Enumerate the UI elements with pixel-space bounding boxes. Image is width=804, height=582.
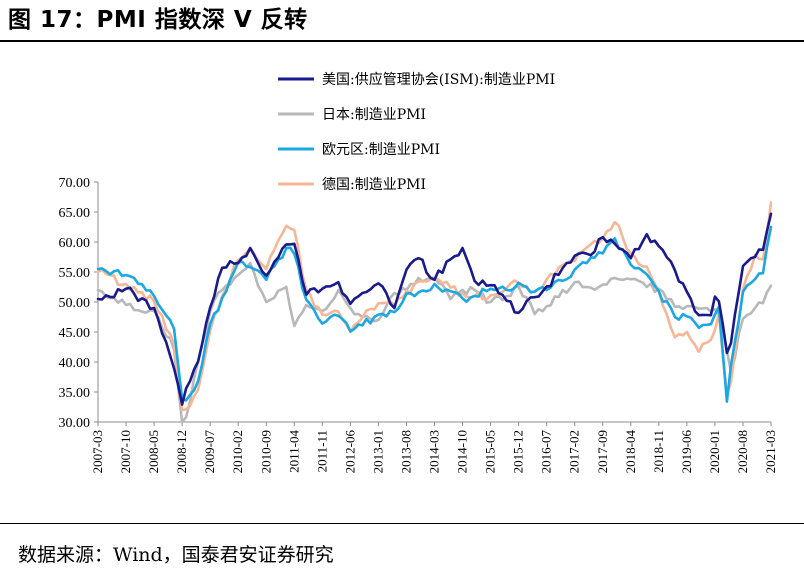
y-tick-label: 50.00 [59, 296, 91, 311]
x-tick-label: 2020-08 [735, 430, 750, 473]
x-tick-label: 2013-01 [370, 430, 385, 473]
figure-title: 图 17：PMI 指数深 V 反转 [8, 7, 308, 33]
x-tick-label: 2016-07 [539, 430, 554, 474]
chart-legend: 美国:供应管理协会(ISM):制造业PMI 日本:制造业PMI 欧元区:制造业PMI… [278, 71, 555, 193]
legend-label-1: 日本:制造业PMI [322, 107, 426, 123]
y-tick-label: 35.00 [59, 386, 91, 401]
x-tick-label: 2010-02 [230, 430, 245, 473]
x-tick-label: 2011-11 [314, 430, 329, 472]
legend-label-3: 德国:制造业PMI [322, 177, 426, 193]
x-tick-label: 2011-04 [286, 430, 301, 473]
x-tick-label: 2014-10 [455, 430, 470, 473]
x-tick-label: 2007-10 [118, 430, 133, 473]
y-tick-label: 70.00 [59, 176, 91, 191]
x-tick-label: 2018-04 [623, 430, 638, 474]
x-tick-label: 2021-03 [763, 430, 778, 473]
x-tick-label: 2012-06 [342, 430, 357, 474]
x-tick-label: 2015-05 [483, 430, 498, 473]
bottom-rule [0, 523, 804, 524]
x-tick-label: 2008-05 [146, 430, 161, 473]
y-tick-label: 40.00 [59, 356, 91, 371]
pmi-line-chart: 70.00 65.00 60.00 55.00 50.00 45.00 40.00 35.00… [59, 71, 779, 473]
x-tick-label: 2010-09 [258, 430, 273, 473]
x-tick-label: 2018-11 [651, 430, 666, 473]
x-tick-label: 2015-12 [511, 430, 526, 473]
y-tick-label: 55.00 [59, 266, 91, 281]
legend-label-2: 欧元区:制造业PMI [322, 142, 440, 158]
series-line-1 [96, 261, 773, 424]
chart-series [96, 201, 773, 424]
x-tick-label: 2009-07 [202, 430, 217, 474]
y-tick-label: 65.00 [59, 206, 91, 221]
x-tick-label: 2008-12 [174, 430, 189, 473]
x-tick-label: 2017-02 [567, 430, 582, 473]
x-tick-label: 2017-09 [595, 430, 610, 473]
series-line-0 [96, 212, 773, 406]
source-note: 数据来源：Wind，国泰君安证券研究 [18, 544, 334, 566]
y-tick-label: 45.00 [59, 326, 91, 341]
top-rule [0, 40, 804, 42]
series-line-2 [96, 225, 773, 403]
x-tick-label: 2014-03 [427, 430, 442, 473]
legend-label-0: 美国:供应管理协会(ISM):制造业PMI [322, 71, 555, 88]
x-tick-label: 2019-06 [679, 430, 694, 474]
x-tick-label: 2007-03 [90, 430, 105, 473]
y-tick-label: 30.00 [59, 416, 91, 431]
x-tick-label: 2013-08 [398, 430, 413, 473]
chart-axes: 70.00 65.00 60.00 55.00 50.00 45.00 40.00 35.00… [59, 176, 779, 473]
y-tick-label: 60.00 [59, 236, 91, 251]
x-tick-label: 2020-01 [707, 430, 722, 473]
